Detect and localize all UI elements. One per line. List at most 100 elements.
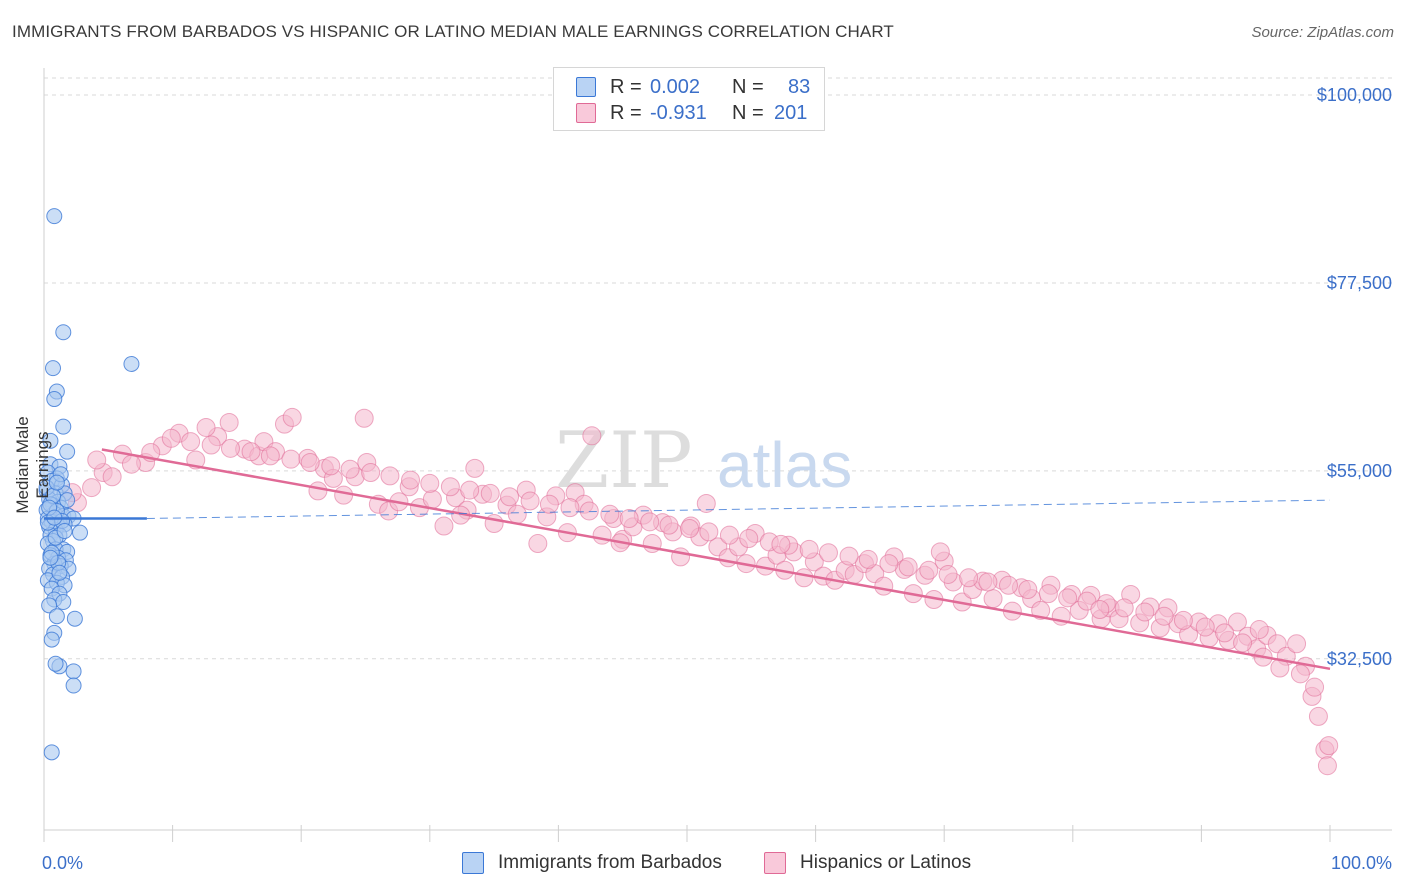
- y-tick-label: $55,000: [1327, 461, 1392, 481]
- r-value: -0.931: [650, 101, 707, 124]
- hispanics-point: [858, 549, 878, 569]
- hispanics-point: [619, 508, 639, 528]
- hispanics-point: [983, 589, 1003, 609]
- hispanics-point: [102, 467, 122, 487]
- hispanics-point: [799, 539, 819, 559]
- hispanics-point: [528, 534, 548, 554]
- hispanics-point: [82, 478, 102, 498]
- barbados-point: [42, 549, 59, 566]
- hispanics-trend-line: [101, 448, 1331, 671]
- hispanics-point: [121, 454, 141, 474]
- hispanics-point: [539, 494, 559, 514]
- barbados-trend-extension: [146, 499, 1331, 519]
- hispanics-point: [919, 560, 939, 580]
- hispanics-point: [1317, 756, 1337, 776]
- hispanics-point: [739, 529, 759, 549]
- n-label: N =: [732, 75, 764, 98]
- hispanics-point: [1090, 600, 1110, 620]
- barbados-point: [43, 744, 60, 761]
- hispanics-point: [978, 572, 998, 592]
- hispanics-point: [879, 554, 899, 574]
- barbados-point: [46, 208, 63, 225]
- hispanics-point: [680, 519, 700, 539]
- hispanics-point: [500, 487, 520, 507]
- hispanics-point: [659, 515, 679, 535]
- legend-label-barbados: Immigrants from Barbados: [498, 852, 722, 873]
- watermark: ZIP atlas: [555, 416, 852, 506]
- hispanics-point: [1227, 612, 1247, 632]
- stats-row-hispanics: R = -0.931 N = 201: [576, 100, 807, 126]
- hispanics-point: [401, 470, 421, 490]
- hispanics-point: [1031, 600, 1051, 620]
- barbados-point: [59, 443, 76, 460]
- tick-labels: $32,500 $55,000 $77,500 $100,000 0.0% 100.0%: [42, 85, 1392, 873]
- hispanics-point: [300, 453, 320, 473]
- trend-lines: [44, 448, 1331, 671]
- hispanics-point: [839, 546, 859, 566]
- watermark-atlas: atlas: [717, 429, 852, 501]
- legend-label-hispanics: Hispanics or Latinos: [800, 852, 972, 873]
- hispanics-point: [579, 501, 599, 521]
- grid-layer: [44, 77, 1392, 660]
- hispanics-point: [87, 450, 107, 470]
- hispanics-point: [281, 449, 301, 469]
- barbados-point: [72, 524, 89, 541]
- barbados-point: [43, 631, 60, 648]
- hispanics-point: [354, 408, 374, 428]
- hispanics-point: [1215, 623, 1235, 643]
- hispanics-point: [1058, 588, 1078, 608]
- barbados-point: [45, 360, 62, 377]
- barbados-point: [51, 564, 68, 581]
- legend-item-barbados[interactable]: Immigrants from Barbados: [462, 852, 722, 874]
- barbados-point: [65, 663, 82, 680]
- barbados-point: [46, 391, 63, 408]
- legend-item-hispanics[interactable]: Hispanics or Latinos: [764, 852, 971, 874]
- hispanics-point: [640, 512, 660, 532]
- hispanics-point: [1287, 634, 1307, 654]
- hispanics-point: [874, 576, 894, 596]
- hispanics-point: [161, 428, 181, 448]
- hispanics-point: [422, 489, 442, 509]
- barbados-point: [47, 655, 64, 672]
- barbados-swatch: [576, 77, 596, 97]
- hispanics-point: [361, 463, 381, 483]
- barbados-point: [55, 324, 72, 341]
- barbados-legend-swatch: [462, 852, 484, 874]
- hispanics-point: [434, 516, 454, 536]
- barbados-point: [66, 610, 83, 627]
- y-tick-label: $100,000: [1317, 85, 1392, 105]
- barbados-point: [48, 608, 65, 625]
- hispanics-point: [1018, 579, 1038, 599]
- n-label: N =: [732, 101, 764, 124]
- hispanics-point: [520, 491, 540, 511]
- hispanics-point: [1305, 677, 1325, 697]
- barbados-point: [55, 594, 72, 610]
- hispanics-point: [1195, 617, 1215, 637]
- barbados-point: [123, 355, 140, 372]
- series-barbados-points: [38, 208, 140, 761]
- hispanics-point: [460, 480, 480, 500]
- hispanics-point: [818, 543, 838, 563]
- x-tick-label: 0.0%: [42, 853, 83, 873]
- barbados-point: [65, 677, 82, 694]
- barbados-point: [48, 474, 65, 491]
- hispanics-point: [196, 417, 216, 437]
- hispanics-point: [220, 438, 240, 458]
- hispanics-point: [1154, 606, 1174, 626]
- series-legend: Immigrants from Barbados Hispanics or La…: [0, 852, 1406, 878]
- hispanics-point: [794, 568, 814, 588]
- hispanics-point: [582, 426, 602, 446]
- hispanics-point: [719, 525, 739, 545]
- hispanics-point: [321, 456, 341, 476]
- barbados-point: [59, 492, 76, 509]
- y-axis-label: Median Male Earnings: [13, 416, 52, 514]
- n-value: 201: [774, 101, 808, 124]
- hispanics-point: [241, 442, 261, 462]
- axes-layer: [43, 68, 1392, 842]
- hispanics-point: [1173, 610, 1193, 630]
- barbados-point: [56, 523, 73, 540]
- hispanics-point: [1135, 602, 1155, 622]
- hispanics-point: [898, 557, 918, 577]
- r-label: R =: [610, 101, 642, 124]
- hispanics-point: [380, 466, 400, 486]
